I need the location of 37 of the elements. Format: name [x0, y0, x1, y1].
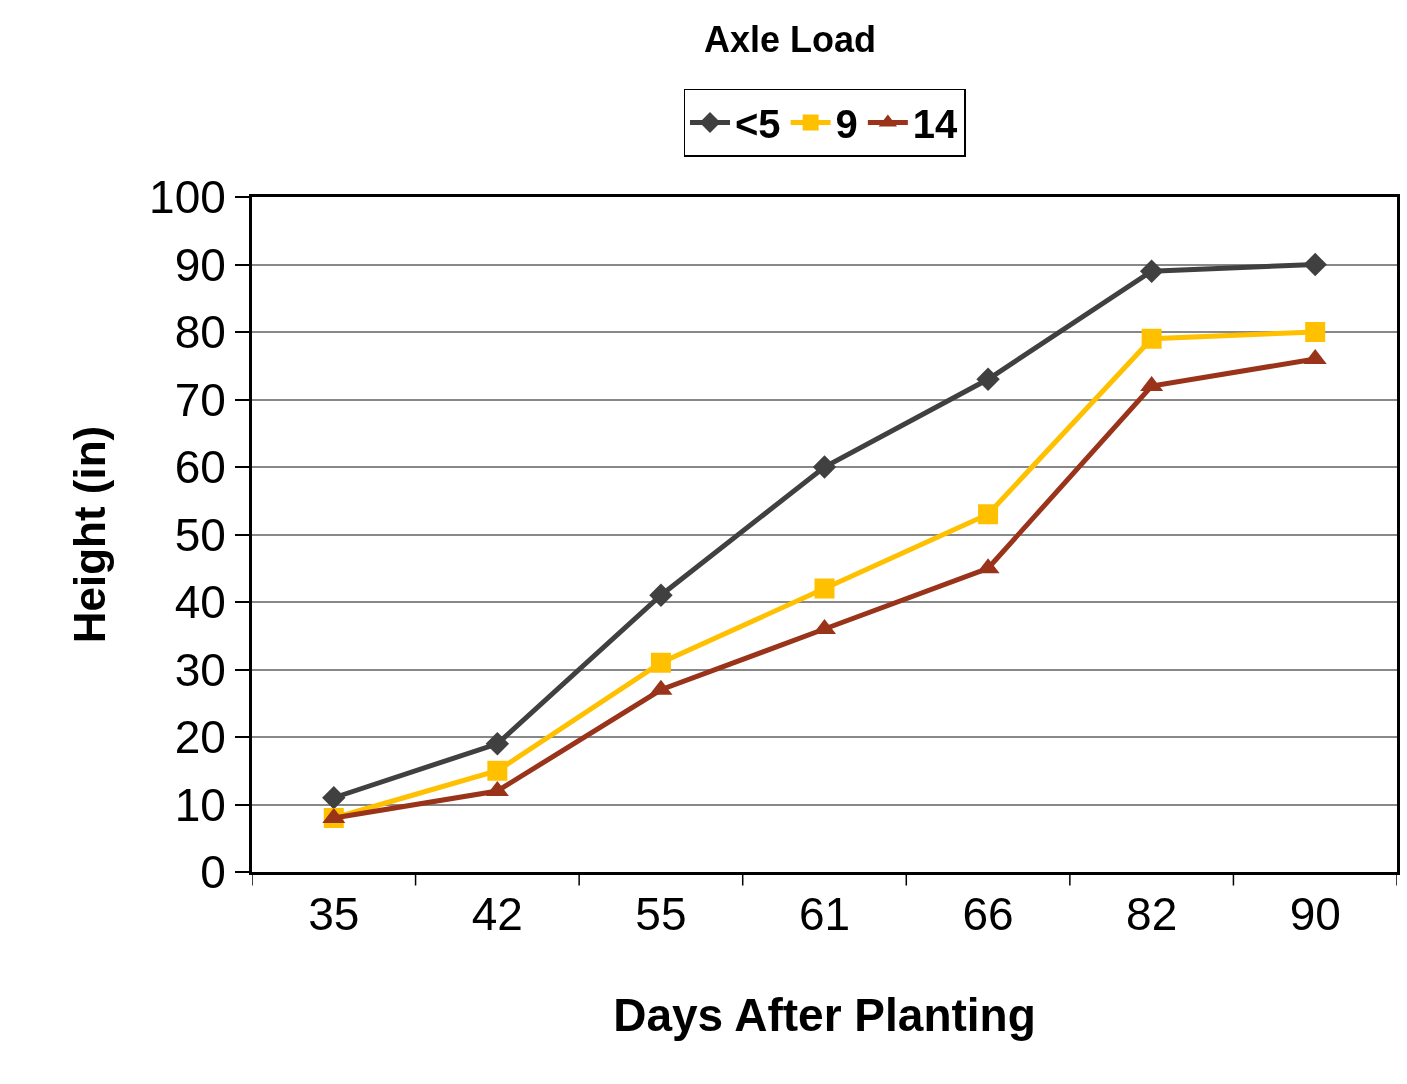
point: [485, 732, 510, 756]
point: [650, 652, 671, 673]
x-tick-label: 55: [635, 888, 687, 941]
point: [322, 786, 346, 810]
y-tick-label: 60: [174, 441, 226, 494]
point: [978, 504, 999, 525]
point: [976, 367, 1000, 391]
y-tick-label: 70: [174, 373, 226, 426]
x-tick-label: 35: [308, 888, 360, 941]
y-tick-label: 0: [200, 846, 226, 899]
legend-label: 9: [835, 102, 858, 147]
legend-label: 14: [912, 102, 959, 147]
y-axis-title: Height (in): [65, 425, 115, 644]
y-tick-label: 10: [174, 778, 226, 831]
legend-title: Axle Load: [704, 19, 877, 60]
y-tick-label: 40: [174, 576, 226, 629]
x-tick-label: 90: [1289, 888, 1341, 941]
point: [649, 583, 673, 607]
point: [814, 578, 835, 599]
legend-label: <5: [735, 102, 781, 147]
x-tick-label: 42: [471, 888, 523, 941]
y-tick-label: 100: [149, 171, 226, 224]
x-tick-label: 61: [798, 888, 851, 941]
point: [812, 455, 837, 479]
point: [1305, 322, 1326, 342]
y-tick-label: 30: [174, 643, 226, 696]
point: [1139, 259, 1164, 283]
point: [1303, 252, 1327, 277]
point: [487, 760, 508, 781]
x-tick-label: 66: [962, 888, 1014, 941]
y-tick-label: 80: [174, 306, 226, 359]
point: [1141, 328, 1162, 349]
y-tick-label: 50: [174, 508, 226, 561]
y-tick-label: 20: [174, 711, 226, 764]
x-tick-label: 82: [1126, 888, 1178, 941]
x-axis-title: Days After Planting: [613, 988, 1036, 1041]
y-tick-label: 90: [174, 238, 226, 291]
